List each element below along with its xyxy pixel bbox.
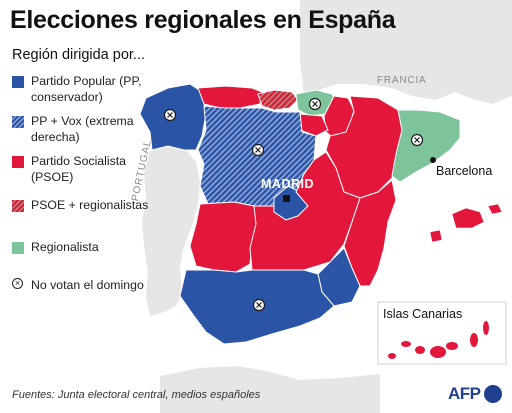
pp-swatch (12, 76, 24, 88)
label-madrid: MADRID (261, 177, 314, 191)
legend-label: PSOE + regionalistas (31, 198, 149, 212)
region-asturias (197, 85, 263, 109)
label-francia: FRANCIA (377, 75, 427, 86)
map-title: Elecciones regionales en España (10, 6, 396, 34)
madrid-city-marker (283, 195, 290, 202)
region-extremadura (189, 201, 259, 273)
psoe-swatch (12, 156, 24, 168)
map-subtitle: Región dirigida por... (12, 47, 145, 63)
legend-label: Regionalista (31, 240, 99, 254)
source-note: Fuentes: Junta electoral central, medios… (12, 389, 261, 401)
region-baleares (429, 203, 503, 243)
france-land (300, 0, 512, 104)
africa-land (160, 366, 380, 413)
reg-swatch (12, 242, 24, 254)
legend-label: Partido Socialista (PSOE) (31, 154, 127, 184)
region-comunidad-valenciana (343, 179, 397, 287)
novote-marker (410, 133, 424, 147)
novote-marker (163, 108, 177, 122)
afp-logo-dot (484, 385, 502, 403)
barcelona-city-marker (430, 157, 436, 163)
legend-label: PP + Vox (extrema derecha) (31, 114, 134, 144)
psoereg-swatch (12, 200, 24, 212)
region-cantabria (257, 89, 299, 111)
portugal-land (142, 144, 200, 316)
region-canarias (388, 321, 489, 359)
afp-logo: AFP (448, 384, 481, 403)
novote-marker (308, 97, 322, 111)
novote-marker (251, 143, 265, 157)
label-barcelona: Barcelona (436, 164, 493, 178)
legend-label: No votan el domingo (31, 278, 144, 292)
novote-marker (252, 298, 266, 312)
ppvox-swatch (12, 116, 24, 128)
legend-label: Partido Popular (PP, conservador) (31, 74, 142, 104)
label-canarias: Islas Canarias (383, 307, 463, 321)
close-icon: × (12, 278, 23, 289)
